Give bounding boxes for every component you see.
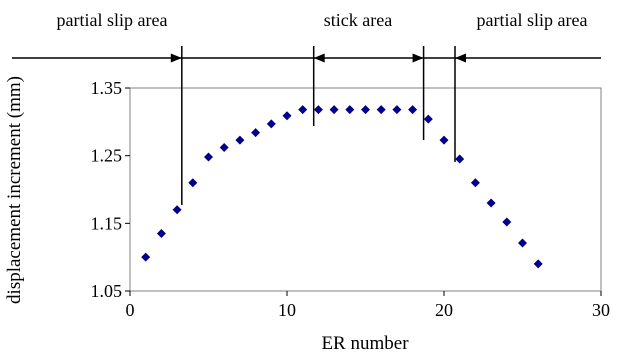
data-point (219, 143, 229, 153)
data-point (423, 114, 433, 124)
data-point (235, 135, 245, 145)
region-label: partial slip area (477, 10, 588, 30)
axes: 0 10 20 30 1.05 1.15 1.25 1.35 (91, 78, 611, 320)
data-point (518, 238, 527, 248)
y-tick-label: 1.05 (91, 281, 123, 301)
data-point (266, 119, 276, 129)
x-tick-label: 20 (435, 300, 453, 320)
x-axis-title: ER number (321, 333, 409, 354)
data-point (392, 105, 402, 115)
data-point (313, 105, 323, 115)
y-tick-label: 1.15 (91, 213, 123, 233)
data-point (533, 259, 543, 269)
x-tick-label: 30 (592, 300, 610, 320)
data-point (204, 152, 213, 162)
plot-area (129, 87, 602, 292)
y-tick-label: 1.25 (91, 146, 123, 166)
data-series (141, 105, 543, 269)
data-point (298, 105, 308, 115)
data-point (156, 228, 166, 238)
arrow-head (313, 53, 325, 63)
arrow-head (454, 53, 466, 63)
data-point (361, 105, 370, 115)
data-point (282, 111, 292, 121)
data-point (188, 178, 198, 188)
data-point (408, 105, 418, 115)
y-axis-title: displacement increment (mm) (4, 76, 25, 304)
data-point (502, 217, 512, 227)
data-point (251, 128, 261, 138)
data-point (439, 135, 449, 145)
region-label: partial slip area (57, 10, 168, 30)
data-point (455, 154, 465, 164)
region-label: stick area (324, 10, 392, 30)
arrow-head (170, 53, 182, 63)
data-point (345, 105, 355, 115)
data-point (470, 178, 480, 188)
data-point (486, 198, 496, 208)
region-annotations: partial slip area stick area partial slip … (12, 10, 601, 205)
data-point (172, 205, 182, 215)
data-point (329, 105, 339, 115)
data-point (141, 252, 151, 262)
y-tick-label: 1.35 (91, 78, 123, 98)
x-tick-label: 0 (126, 300, 135, 320)
x-tick-label: 10 (278, 300, 296, 320)
arrow-head (412, 53, 424, 63)
data-point (376, 105, 386, 115)
